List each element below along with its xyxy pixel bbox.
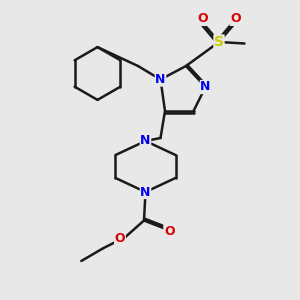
Text: N: N — [200, 80, 211, 94]
Text: O: O — [115, 232, 125, 245]
Text: S: S — [214, 35, 224, 49]
Text: N: N — [155, 73, 166, 86]
Text: N: N — [140, 134, 151, 148]
Text: N: N — [140, 185, 151, 199]
Text: O: O — [230, 12, 241, 26]
Text: O: O — [197, 12, 208, 26]
Text: O: O — [164, 225, 175, 238]
